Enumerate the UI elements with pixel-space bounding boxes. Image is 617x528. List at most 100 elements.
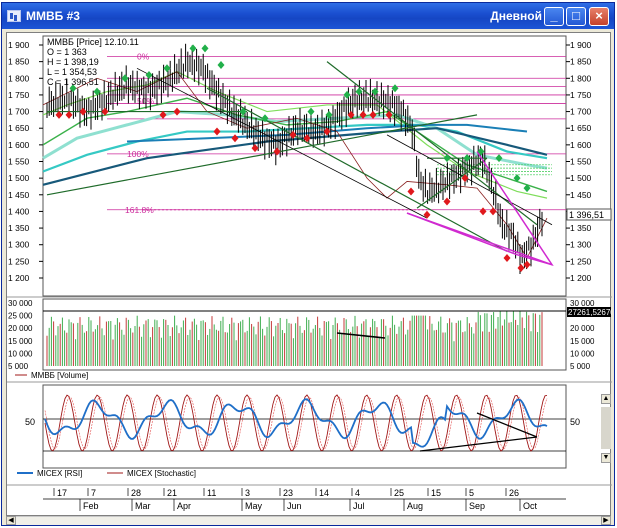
price-axis-tick-label: 1 800 [570, 73, 592, 83]
minimize-button[interactable]: _ [544, 7, 564, 26]
rsi-trend-line[interactable] [476, 412, 538, 438]
moving-average-line [126, 123, 528, 143]
buy-signal-marker [163, 64, 171, 73]
buy-signal-marker [261, 114, 269, 123]
trend-lines[interactable] [46, 61, 554, 266]
price-axis-tick-label: 1 600 [570, 140, 592, 150]
volume-panel-frame [42, 298, 567, 371]
buy-signal-marker [121, 74, 129, 83]
time-day-label: 11 [207, 488, 216, 498]
sell-signal-marker [443, 197, 451, 206]
last-price-label: 1 396,51 [569, 210, 604, 220]
time-month-label: May [245, 501, 263, 511]
timeframe-label[interactable]: Дневной [490, 9, 542, 23]
maximize-button[interactable]: □ [566, 7, 586, 26]
volume-axis-left: 30 000 25 000 20 000 15 000 10 000 5 000 [8, 299, 33, 371]
price-axis-tick-label: 1 300 [8, 240, 30, 250]
chart-app-icon [7, 10, 21, 22]
buy-signal-marker [189, 44, 197, 53]
volume-axis-tick-label: 15 000 [570, 337, 595, 346]
time-axis: 17 7 28 21 11 3 23 14 4 25 15 5 26 Feb Mar Apr May Jun Jul… [43, 488, 566, 511]
buy-signal-marker [217, 60, 225, 69]
time-day-label: 26 [509, 488, 519, 498]
buy-signal-marker [307, 107, 315, 116]
price-legend-line: ММВБ [Price] 12.10.11 [47, 37, 139, 47]
buy-signal-marker [523, 184, 531, 193]
window-title: ММВБ #3 [26, 9, 80, 23]
volume-bars [46, 310, 543, 366]
price-axis-tick-label: 1 850 [8, 57, 30, 67]
buy-signal-marker [355, 87, 363, 96]
price-axis-tick-label: 1 900 [570, 40, 592, 50]
buy-signal-marker [343, 90, 351, 99]
stochastic-legend-label: MICEX [Stochastic] [127, 469, 196, 478]
sell-signal-marker [369, 110, 377, 119]
price-axis-tick-label: 1 200 [570, 273, 592, 283]
horizontal-scrollbar[interactable]: ◀ ▶ [6, 516, 611, 525]
buy-signal-marker [477, 147, 485, 156]
price-legend-line: L = 1 354,53 [47, 67, 97, 77]
time-month-label: Sep [469, 501, 485, 511]
price-legend-line: C = 1 396,51 [47, 77, 99, 87]
price-axis-tick-label: 1 400 [8, 206, 30, 216]
sell-signal-marker [423, 210, 431, 219]
sell-signal-marker [289, 130, 297, 139]
volume-axis-tick-label: 20 000 [570, 324, 595, 333]
price-axis-tick-label: 1 500 [8, 173, 30, 183]
sell-signal-marker [173, 107, 181, 116]
trend-line [416, 157, 488, 209]
price-axis-tick-label: 1 250 [8, 256, 30, 266]
sell-signal-marker [213, 127, 221, 136]
buy-signal-marker [69, 84, 77, 93]
price-legend-line: H = 1 398,19 [47, 57, 99, 67]
volume-trend-line[interactable] [336, 332, 386, 339]
scroll-down-arrow[interactable]: ▼ [601, 453, 611, 463]
sell-signal-marker [347, 110, 355, 119]
time-day-label: 3 [245, 488, 250, 498]
oscillator-lines [43, 394, 566, 452]
scroll-left-arrow[interactable]: ◀ [6, 516, 16, 525]
last-volume-label: 27261,52670 [568, 308, 612, 317]
price-axis-tick-label: 1 800 [8, 73, 30, 83]
rsi-line [44, 398, 548, 448]
volume-axis-tick-label: 30 000 [8, 299, 33, 308]
close-button[interactable]: × [589, 7, 609, 26]
volume-axis-tick-label: 5 000 [570, 362, 591, 371]
time-month-label: Jun [287, 501, 302, 511]
wedge-pattern [406, 151, 554, 266]
rsi-legend-label: MICEX [RSI] [37, 469, 82, 478]
volume-axis-tick-label: 15 000 [8, 337, 33, 346]
price-axis-tick-label: 1 300 [570, 240, 592, 250]
buy-signal-marker [145, 70, 153, 79]
rsi-trend-line[interactable] [419, 436, 538, 452]
chart-svg[interactable]: 1 900 1 850 1 800 1 750 1 700 1 650 1 600 1 550… [7, 33, 615, 517]
chart-canvas[interactable]: 1 900 1 850 1 800 1 750 1 700 1 650 1 600 1 550… [6, 32, 615, 517]
buy-signal-marker [463, 154, 471, 163]
buy-signal-marker [391, 84, 399, 93]
fibonacci-level-label: 100% [127, 149, 149, 159]
price-axis-tick-label: 1 650 [570, 123, 592, 133]
scroll-right-arrow[interactable]: ▶ [601, 516, 611, 525]
price-legend-line: O = 1 363 [47, 47, 87, 57]
time-month-label: Apr [177, 501, 191, 511]
price-axis-tick-label: 1 700 [570, 107, 592, 117]
time-month-label: Jul [353, 501, 365, 511]
buy-signal-marker [93, 87, 101, 96]
volume-axis-tick-label: 25 000 [8, 312, 33, 321]
price-axis-tick-label: 1 550 [570, 157, 592, 167]
price-axis-tick-label: 1 450 [8, 190, 30, 200]
price-legend: ММВБ [Price] 12.10.11 O = 1 363 H = 1 39… [47, 37, 139, 87]
stochastic-signal-line [44, 396, 548, 450]
vertical-scrollbar[interactable] [601, 407, 611, 449]
title-bar[interactable]: ММВБ #3 Дневной _ □ × [2, 3, 614, 29]
fibonacci-level-label: 161.8% [125, 205, 154, 215]
time-day-label: 23 [283, 488, 293, 498]
price-axis-tick-label: 1 700 [8, 107, 30, 117]
scroll-up-arrow[interactable]: ▲ [601, 394, 611, 404]
sell-signal-marker [55, 110, 63, 119]
price-axis-tick-label: 1 650 [8, 123, 30, 133]
sell-signal-marker [479, 207, 487, 216]
time-day-label: 25 [394, 488, 404, 498]
time-day-label: 5 [469, 488, 474, 498]
